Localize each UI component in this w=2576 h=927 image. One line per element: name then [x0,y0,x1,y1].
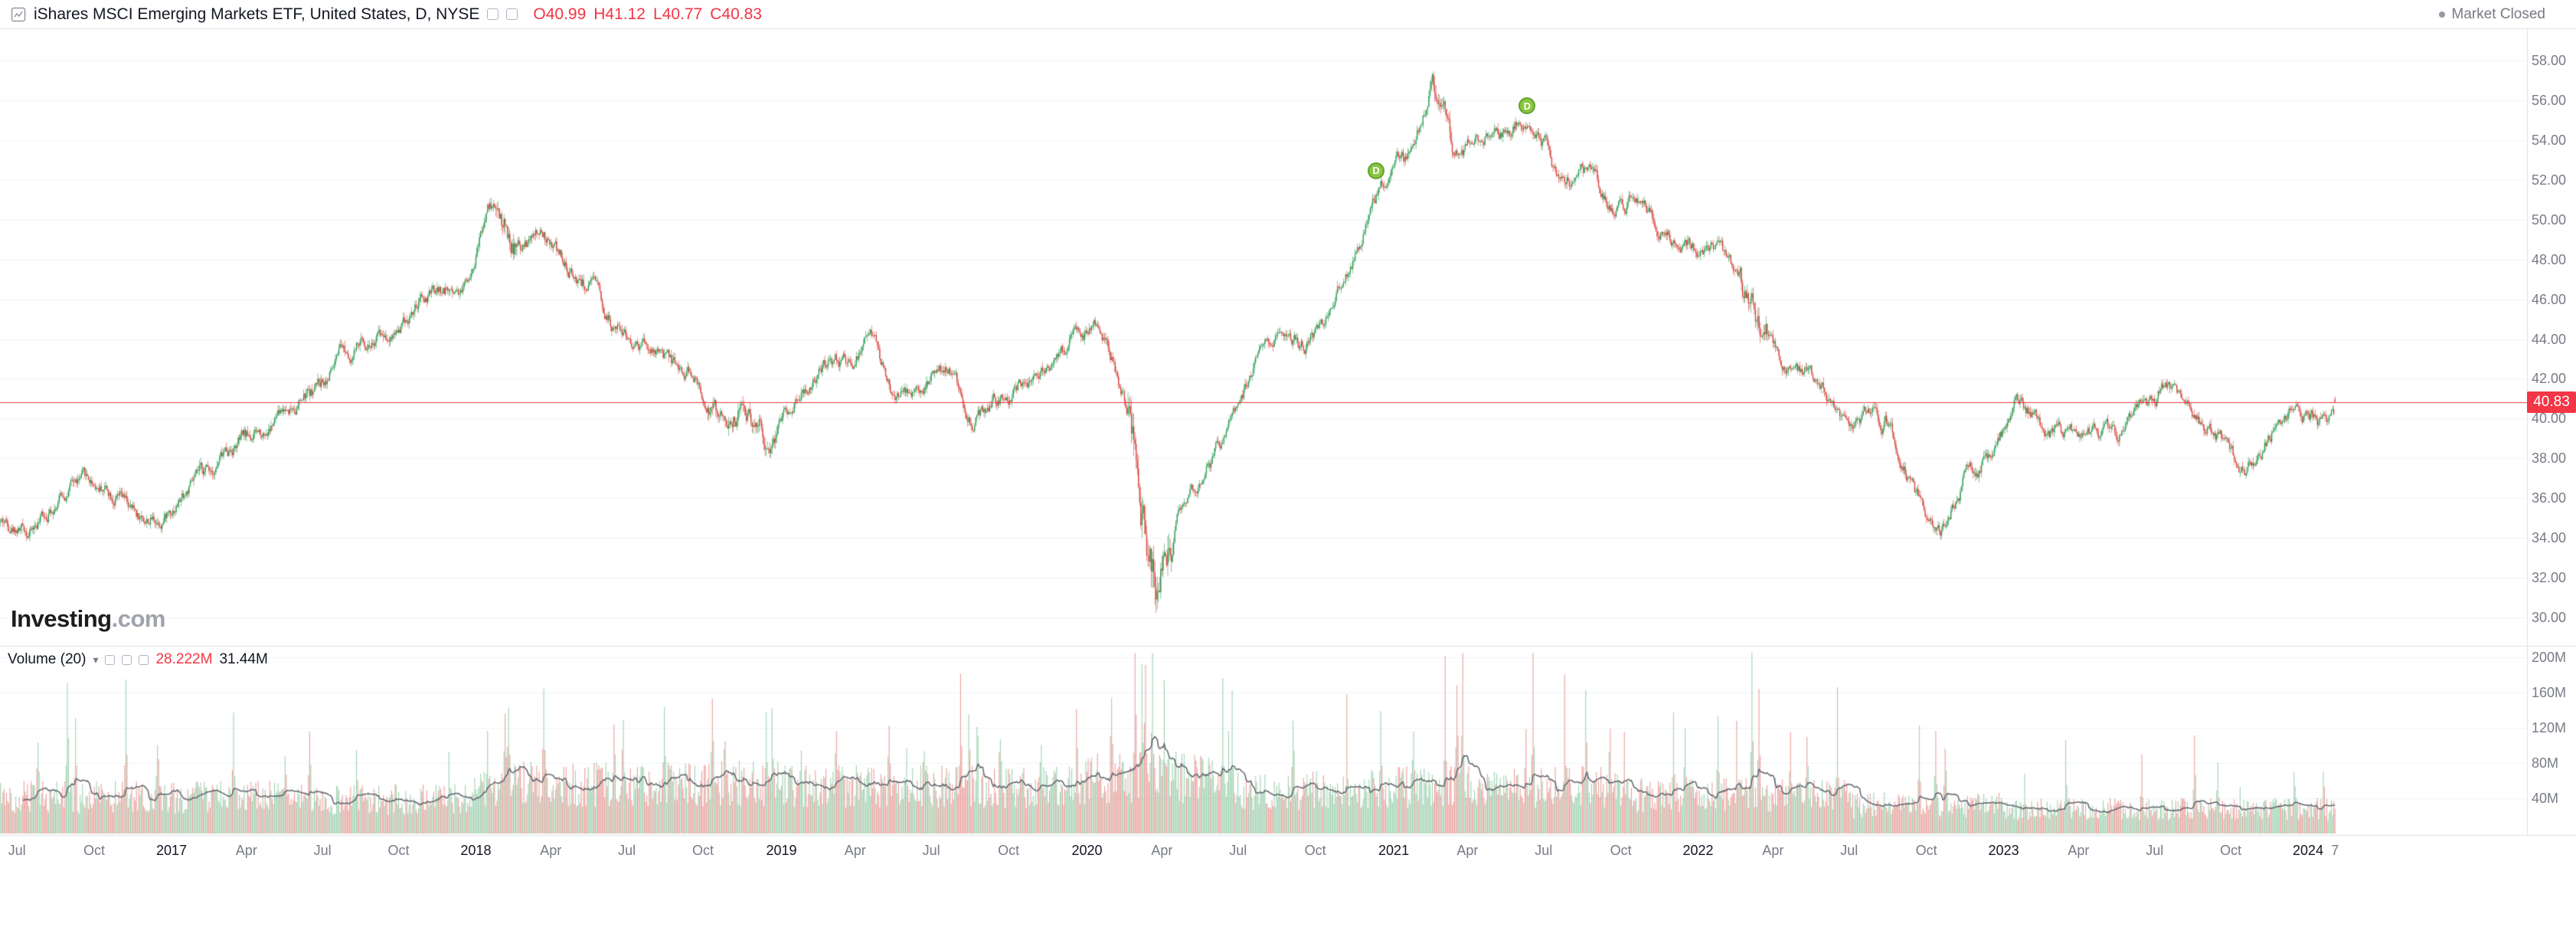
pane-separator-handle[interactable] [0,641,2527,650]
market-status-label: Market Closed [2451,5,2546,22]
volume-legend-title[interactable]: Volume (20) [8,651,87,667]
chart-toolbar: iShares MSCI Emerging Markets ETF, Unite… [0,0,2576,29]
ohlc-close-value: C40.83 [710,5,762,23]
chevron-down-icon[interactable]: ▾ [93,653,99,666]
volume-visibility-icon[interactable] [105,654,116,665]
indicator-settings-icon[interactable] [506,8,518,20]
logo-brand: Investing [11,605,112,632]
chart-icon[interactable] [11,7,26,22]
logo-suffix: .com [111,605,166,632]
ohlc-open-value: O40.99 [533,5,587,23]
volume-settings-icon[interactable] [122,654,132,665]
ohlc-low-value: L40.77 [652,5,703,23]
price-volume-canvas[interactable] [0,29,2576,927]
chart-style-icon[interactable] [487,8,499,20]
dividend-marker[interactable]: D [1518,97,1536,114]
symbol-title[interactable]: iShares MSCI Emerging Markets ETF, Unite… [34,5,480,23]
symbol-info-row: iShares MSCI Emerging Markets ETF, Unite… [11,5,762,24]
time-axis[interactable] [0,836,2576,925]
ohlc-high-value: H41.12 [593,5,646,23]
investing-logo[interactable]: Investing.com [11,605,165,633]
market-status-dot [2438,11,2445,18]
volume-close-icon[interactable] [139,654,149,665]
chart-area: Investing.com Volume (20) ▾ 28.222M 31.4… [0,29,2576,927]
dividend-marker[interactable]: D [1368,162,1385,179]
market-status: Market Closed [2438,5,2566,23]
price-axis[interactable] [2528,29,2576,835]
